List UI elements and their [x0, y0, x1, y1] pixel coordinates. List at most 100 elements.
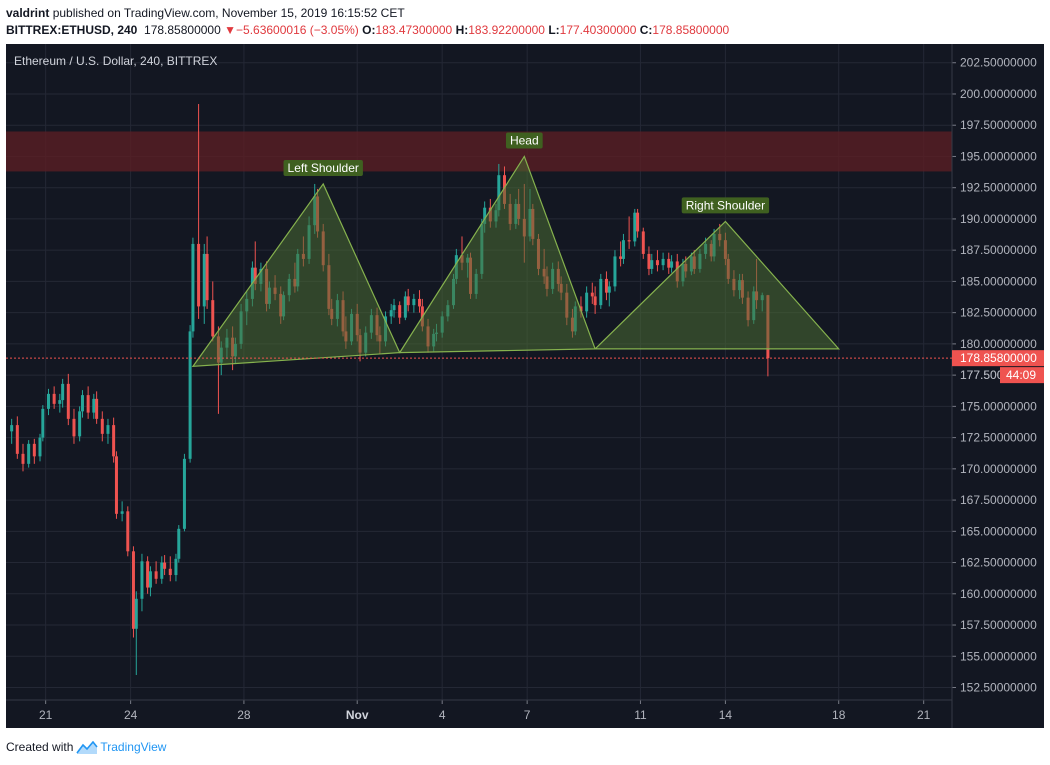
- symbol-line: BITTREX:ETHUSD, 240 178.85800000 ▼−5.636…: [6, 23, 729, 37]
- candle-down: [15, 425, 19, 454]
- last-price: 178.85800000: [144, 23, 221, 37]
- y-tick-label: 170.00000000: [960, 462, 1037, 476]
- y-tick-label: 152.50000000: [960, 681, 1037, 695]
- y-tick-label: 192.50000000: [960, 181, 1037, 195]
- last-price-tag-text: 178.85800000: [960, 351, 1037, 365]
- candle-down: [21, 453, 25, 464]
- y-tick-label: 200.00000000: [960, 87, 1037, 101]
- candle-up: [182, 458, 186, 529]
- published-text: published on TradingView.com, November 1…: [52, 6, 405, 20]
- candle-up: [78, 411, 82, 437]
- y-tick-label: 180.00000000: [960, 337, 1037, 351]
- candle-down: [647, 253, 651, 269]
- pattern-triangle: [398, 155, 596, 354]
- countdown-tag: [1000, 367, 1044, 384]
- x-tick-label: 4: [439, 708, 446, 722]
- price-axis-background[interactable]: [952, 44, 1044, 728]
- candle-down: [126, 511, 130, 552]
- candle-down: [655, 260, 659, 266]
- candle-down: [168, 568, 172, 576]
- tradingview-link[interactable]: TradingView: [100, 740, 167, 754]
- y-tick-label: 157.50000000: [960, 618, 1037, 632]
- y-tick-label: 172.50000000: [960, 431, 1037, 445]
- candle-down: [593, 296, 597, 306]
- candle-down: [604, 278, 608, 293]
- y-tick-label: 187.50000000: [960, 243, 1037, 257]
- y-tick-label: 195.00000000: [960, 149, 1037, 163]
- candle-up: [621, 240, 625, 259]
- symbol[interactable]: BITTREX:ETHUSD, 240: [6, 23, 138, 37]
- candle-down: [52, 393, 56, 404]
- y-tick-label: 190.00000000: [960, 212, 1037, 226]
- price-axis-labels: 152.50000000 155.00000000 157.50000000 160.…: [952, 56, 1037, 695]
- annotations: Left Shoulder Head Right Shoulder: [283, 132, 770, 214]
- x-tick-label: 11: [634, 708, 647, 722]
- left-shoulder-label: Left Shoulder: [288, 161, 359, 175]
- y-tick-label: 155.00000000: [960, 649, 1037, 663]
- high-value: 183.92200000: [468, 23, 545, 37]
- down-arrow-icon: ▼: [224, 23, 237, 37]
- time-axis-labels: 21 24 28 Nov 4 7 11 14 18 21: [39, 700, 931, 722]
- candle-up: [46, 393, 50, 409]
- x-tick-label: 21: [39, 708, 53, 722]
- candle-up: [599, 278, 603, 306]
- candle-up: [412, 298, 416, 306]
- close-label: C:: [639, 23, 653, 37]
- x-tick-label: 14: [719, 708, 733, 722]
- candle-up: [41, 408, 45, 438]
- candle-up: [389, 310, 393, 317]
- candle-down: [163, 562, 167, 569]
- candle-up: [61, 383, 65, 401]
- candle-up: [191, 243, 195, 332]
- candle-up: [188, 331, 192, 459]
- candle-up: [392, 305, 396, 311]
- header: valdrint published on TradingView.com, N…: [0, 0, 1050, 44]
- low-label: L:: [548, 23, 560, 37]
- candle-down: [131, 551, 135, 629]
- time-axis-background[interactable]: [6, 700, 952, 728]
- candle-up: [134, 598, 138, 629]
- countdown-text: 44:09: [1006, 368, 1036, 382]
- y-tick-label: 185.00000000: [960, 274, 1037, 288]
- candle-up: [650, 260, 654, 269]
- candle-down: [86, 395, 90, 413]
- publish-line: valdrint published on TradingView.com, N…: [6, 6, 405, 20]
- x-tick-label: 18: [832, 708, 846, 722]
- candle-down: [418, 298, 422, 307]
- candle-up: [661, 258, 665, 266]
- x-tick-label: 24: [124, 708, 138, 722]
- candle-up: [633, 212, 637, 242]
- candle-down: [619, 256, 623, 259]
- candle-down: [627, 240, 631, 242]
- candle-down: [398, 305, 402, 318]
- candle-down: [211, 300, 215, 337]
- candle-down: [667, 258, 671, 268]
- y-tick-label: 182.50000000: [960, 306, 1037, 320]
- y-tick-label: 175.00000000: [960, 399, 1037, 413]
- right-shoulder-label: Right Shoulder: [686, 198, 765, 212]
- candle-down: [154, 571, 158, 579]
- head-label-bg: [505, 132, 543, 149]
- low-value: 177.40300000: [559, 23, 637, 37]
- candle-down: [197, 243, 201, 307]
- resistance-zone: [6, 131, 952, 172]
- y-tick-label: 202.50000000: [960, 56, 1037, 70]
- candle-down: [146, 561, 150, 588]
- last-price-tag: [952, 350, 1044, 367]
- pattern-triangles: [191, 155, 841, 368]
- candle-up: [148, 571, 152, 588]
- author-link[interactable]: valdrint: [6, 6, 50, 20]
- y-tick-label: 160.00000000: [960, 587, 1037, 601]
- x-tick-label: 7: [524, 708, 531, 722]
- candle-up: [58, 400, 62, 404]
- close-value: 178.85800000: [652, 23, 730, 37]
- candle-up: [497, 175, 501, 211]
- x-tick-label: Nov: [346, 708, 369, 722]
- tradingview-logo-icon: [76, 740, 98, 754]
- candle-down: [66, 383, 70, 419]
- open-value: 183.47300000: [375, 23, 453, 37]
- chart-area[interactable]: 152.50000000 155.00000000 157.50000000 160.…: [0, 44, 1050, 730]
- candle-down: [112, 425, 116, 457]
- candle-up: [585, 292, 589, 312]
- y-tick-label: 165.00000000: [960, 524, 1037, 538]
